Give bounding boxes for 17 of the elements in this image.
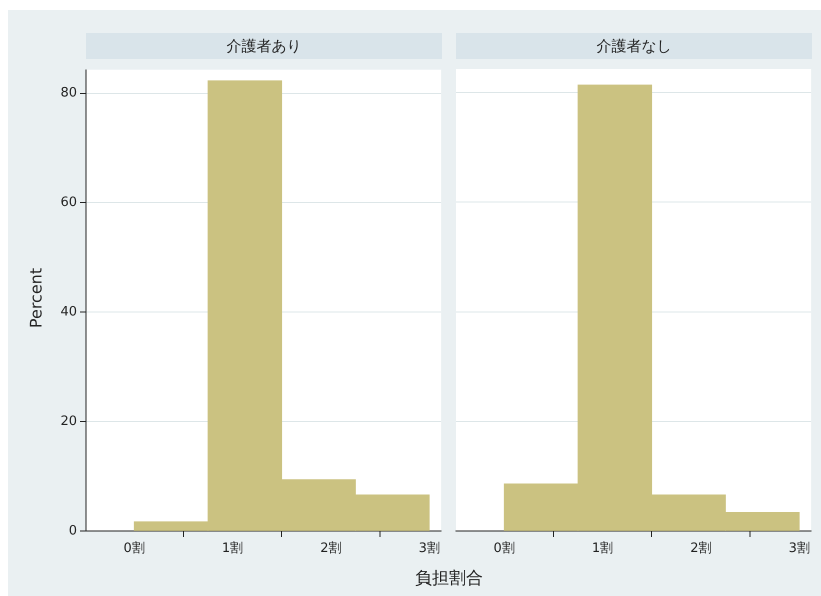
x-tick-label: 0割 bbox=[494, 541, 515, 556]
y-tick-label: 60 bbox=[60, 195, 77, 210]
chart-title: 介護者あり bbox=[86, 33, 442, 59]
x-tick-label: 1割 bbox=[592, 541, 614, 556]
x-tick-label: 3割 bbox=[418, 541, 440, 556]
chart-title: 介護者なし bbox=[456, 33, 812, 59]
x-tick-label: 2割 bbox=[690, 541, 712, 556]
y-axis-title: Percent bbox=[26, 268, 46, 328]
x-tick-label: 2割 bbox=[320, 541, 342, 556]
x-axis-title: 負担割合 bbox=[415, 568, 483, 590]
y-tick-label: 40 bbox=[60, 304, 77, 320]
x-tick-label: 3割 bbox=[788, 541, 810, 556]
x-tick-label: 1割 bbox=[222, 541, 244, 556]
y-tick-label: 20 bbox=[60, 414, 77, 429]
y-tick-label: 0 bbox=[68, 523, 77, 538]
x-tick-label: 0割 bbox=[124, 541, 145, 556]
y-tick-label: 80 bbox=[60, 86, 77, 101]
